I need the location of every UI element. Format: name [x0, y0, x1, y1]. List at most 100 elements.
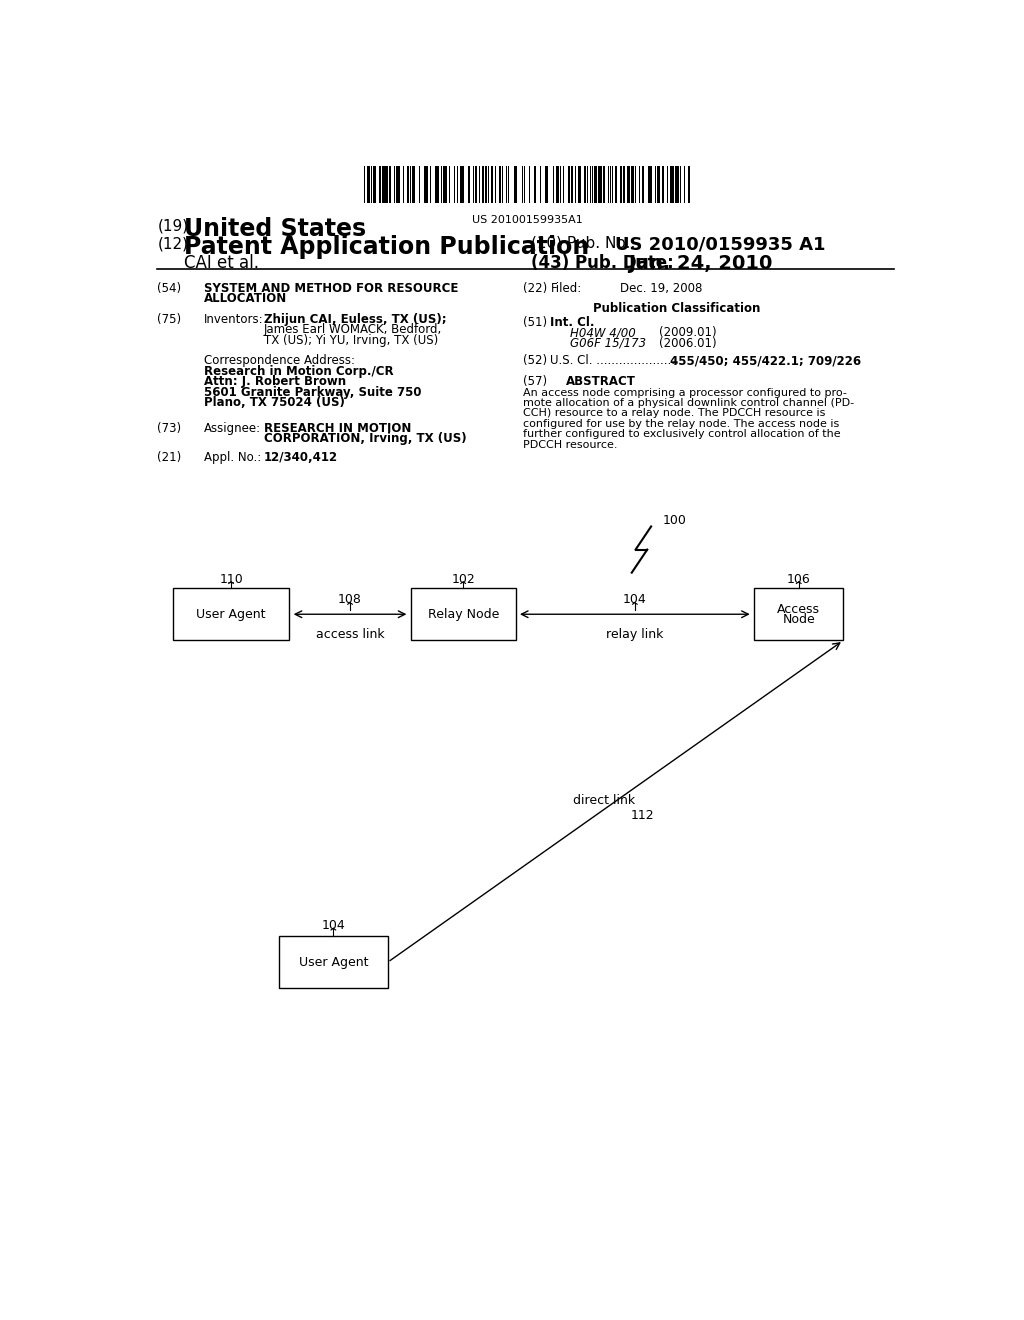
Bar: [412, 166, 415, 203]
Bar: [590, 166, 592, 203]
Text: Int. Cl.: Int. Cl.: [550, 315, 595, 329]
Bar: [578, 166, 581, 203]
Bar: [373, 166, 376, 203]
Text: Assignee:: Assignee:: [204, 422, 261, 434]
Text: 112: 112: [631, 809, 654, 822]
Text: Relay Node: Relay Node: [427, 607, 499, 620]
Text: Node: Node: [782, 612, 815, 626]
Text: United States: United States: [183, 216, 366, 242]
Bar: [482, 166, 483, 203]
Bar: [407, 166, 410, 203]
Text: Publication Classification: Publication Classification: [593, 302, 761, 315]
Bar: [468, 166, 470, 203]
Bar: [371, 166, 372, 203]
Text: (57): (57): [523, 375, 548, 388]
Text: 100: 100: [663, 515, 687, 527]
Bar: [508, 166, 509, 203]
Bar: [484, 166, 486, 203]
Text: CORPORATION, Irving, TX (US): CORPORATION, Irving, TX (US): [263, 433, 466, 445]
Text: Appl. No.:: Appl. No.:: [204, 451, 261, 465]
Text: 106: 106: [786, 573, 811, 586]
Text: ALLOCATION: ALLOCATION: [204, 292, 287, 305]
Bar: [473, 166, 474, 203]
Text: direct link: direct link: [572, 793, 635, 807]
Bar: [635, 166, 636, 203]
Text: 12/340,412: 12/340,412: [263, 451, 338, 465]
Text: (43) Pub. Date:: (43) Pub. Date:: [531, 253, 674, 272]
Bar: [627, 166, 630, 203]
Text: mote allocation of a physical downlink control channel (PD-: mote allocation of a physical downlink c…: [523, 399, 854, 408]
Text: further configured to exclusively control allocation of the: further configured to exclusively contro…: [523, 429, 841, 440]
Text: Attn: J. Robert Brown: Attn: J. Robert Brown: [204, 375, 346, 388]
Bar: [457, 166, 458, 203]
Text: (2009.01): (2009.01): [658, 326, 717, 339]
Bar: [624, 166, 625, 203]
Bar: [514, 166, 517, 203]
Text: (22): (22): [523, 281, 548, 294]
Text: Correspondence Address:: Correspondence Address:: [204, 354, 355, 367]
Text: (21): (21): [158, 451, 181, 465]
Text: (10) Pub. No.:: (10) Pub. No.:: [531, 235, 636, 251]
Text: Inventors:: Inventors:: [204, 313, 263, 326]
Text: 104: 104: [623, 593, 647, 606]
Bar: [687, 166, 690, 203]
Text: User Agent: User Agent: [299, 956, 368, 969]
Bar: [487, 166, 489, 203]
Bar: [461, 166, 464, 203]
Text: PDCCH resource.: PDCCH resource.: [523, 440, 617, 450]
Bar: [621, 166, 623, 203]
Text: 102: 102: [452, 573, 475, 586]
Bar: [545, 166, 547, 203]
Text: configured for use by the relay node. The access node is: configured for use by the relay node. Th…: [523, 418, 840, 429]
Bar: [396, 166, 400, 203]
Bar: [502, 166, 503, 203]
Bar: [173, 589, 289, 640]
Text: (51): (51): [523, 315, 548, 329]
Text: (19): (19): [158, 218, 188, 234]
Bar: [568, 166, 569, 203]
Bar: [556, 166, 559, 203]
Text: relay link: relay link: [606, 628, 664, 642]
Text: 455/450; 455/422.1; 709/226: 455/450; 455/422.1; 709/226: [671, 354, 861, 367]
Bar: [495, 166, 496, 203]
Bar: [280, 936, 388, 989]
Bar: [675, 166, 679, 203]
Text: Access: Access: [777, 603, 820, 616]
Bar: [382, 166, 385, 203]
Bar: [615, 166, 617, 203]
Text: U.S. Cl. ........................: U.S. Cl. ........................: [550, 354, 687, 367]
Bar: [656, 166, 659, 203]
Bar: [598, 166, 602, 203]
Bar: [594, 166, 597, 203]
Bar: [435, 166, 438, 203]
Bar: [454, 166, 455, 203]
Text: (12): (12): [158, 236, 188, 251]
Bar: [419, 166, 420, 203]
Text: (54): (54): [158, 281, 181, 294]
Text: access link: access link: [315, 628, 384, 642]
Text: CAI et al.: CAI et al.: [183, 253, 259, 272]
Bar: [662, 166, 664, 203]
Text: (73): (73): [158, 422, 181, 434]
Bar: [411, 589, 515, 640]
Bar: [379, 166, 381, 203]
Text: James Earl WOMACK, Bedford,: James Earl WOMACK, Bedford,: [263, 323, 442, 337]
Text: 108: 108: [338, 593, 361, 606]
Text: G06F 15/173: G06F 15/173: [569, 337, 646, 350]
Text: US 2010/0159935 A1: US 2010/0159935 A1: [614, 235, 825, 253]
Bar: [680, 166, 681, 203]
Bar: [648, 166, 652, 203]
Bar: [492, 166, 493, 203]
Text: Filed:: Filed:: [550, 281, 582, 294]
Bar: [424, 166, 428, 203]
Text: ABSTRACT: ABSTRACT: [566, 375, 636, 388]
Text: (2006.01): (2006.01): [658, 337, 717, 350]
Text: CCH) resource to a relay node. The PDCCH resource is: CCH) resource to a relay node. The PDCCH…: [523, 408, 825, 418]
Text: 104: 104: [322, 919, 345, 932]
Bar: [584, 166, 586, 203]
Bar: [475, 166, 477, 203]
Bar: [631, 166, 634, 203]
Text: An access node comprising a processor configured to pro-: An access node comprising a processor co…: [523, 388, 847, 397]
Text: 110: 110: [219, 573, 243, 586]
Bar: [368, 166, 370, 203]
